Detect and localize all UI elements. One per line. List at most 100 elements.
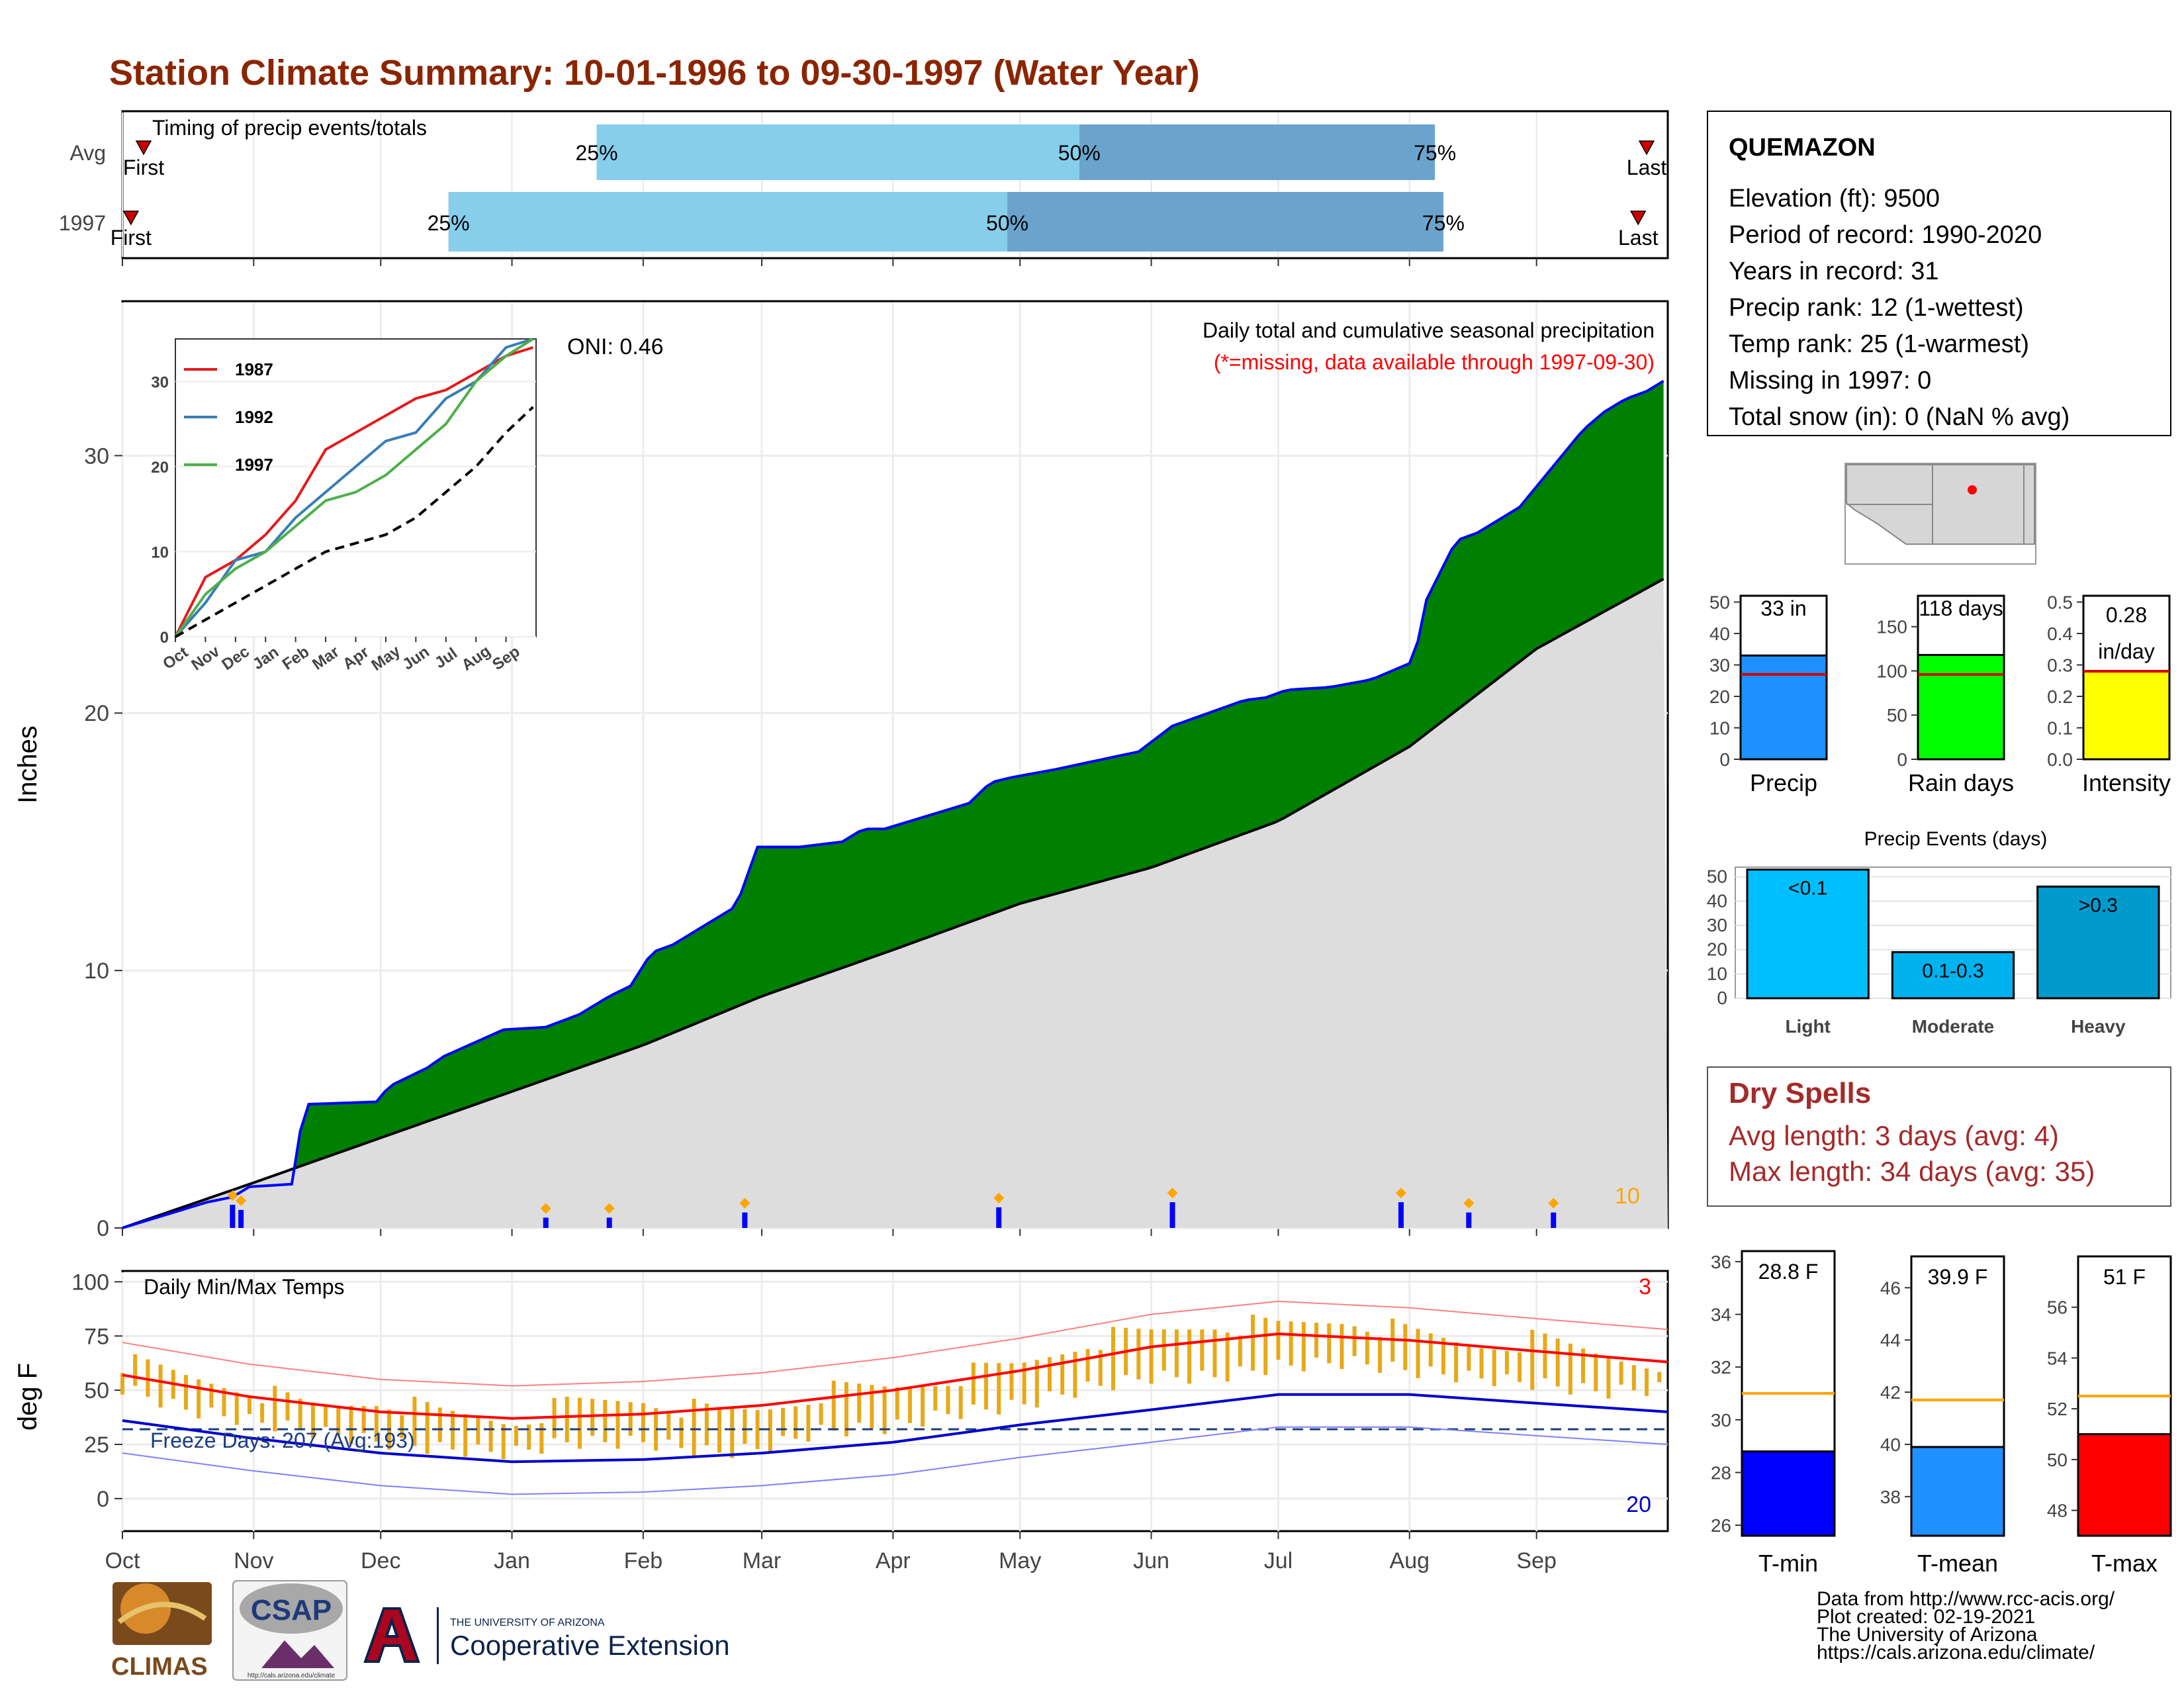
- daily-precip-peak-marker-9: [1548, 1197, 1559, 1209]
- daily-precip-bar-5: [996, 1207, 1002, 1228]
- stat-ytick-label-Rain days-150: 150: [1876, 617, 1907, 637]
- timing-label-25-1997: 25%: [428, 211, 470, 235]
- stat-ytick-label-Rain days-100: 100: [1876, 661, 1907, 681]
- events-bar-label-Heavy: >0.3: [2079, 894, 2118, 916]
- precip-ytick-label-20: 20: [84, 701, 109, 726]
- daily-temp-range-bar-159: [794, 1406, 798, 1439]
- daily-temp-range-bar-228: [1085, 1348, 1090, 1382]
- last-event-label-1997: Last: [1618, 226, 1659, 250]
- daily-temp-range-bar-360: [1645, 1368, 1649, 1396]
- temps-title: Daily Min/Max Temps: [144, 1275, 344, 1299]
- temp-stat-ytick-label-T-mean-42: 42: [1880, 1382, 1901, 1403]
- daily-precip-peak-marker-0: [227, 1190, 238, 1201]
- temps-xtick-label-Dec: Dec: [361, 1548, 400, 1573]
- temp-stat-value-T-min: 28.8 F: [1758, 1260, 1819, 1284]
- daily-temp-range-bar-255: [1200, 1329, 1205, 1371]
- temp-stat-ytick-label-T-max-52: 52: [2047, 1399, 2068, 1419]
- daily-temp-range-bar-27: [234, 1392, 239, 1425]
- stat-bar-Rain days: [1917, 653, 2005, 761]
- daily-temp-range-bar-105: [565, 1396, 569, 1442]
- events-ytick-0: 0: [1717, 988, 1727, 1008]
- daily-temp-range-bar-333: [1530, 1329, 1535, 1390]
- stat-ytick-label-Rain days-50: 50: [1887, 705, 1907, 726]
- daily-temp-range-bar-348: [1594, 1353, 1598, 1391]
- precip-stats-panels: 0 10 20 30 40 50 33 in Precip 0 50 100 150 118 days R…: [1709, 592, 2171, 797]
- timing-bar-q2-1997: [1007, 192, 1443, 252]
- dry-spells-frame: [1707, 1066, 2171, 1207]
- footer-line-url: https://cals.arizona.edu/climate/: [1817, 1642, 2095, 1664]
- daily-precip-peak-marker-3: [604, 1203, 615, 1214]
- daily-temp-range-bar-42: [298, 1399, 302, 1430]
- daily-temp-range-bar-45: [310, 1405, 315, 1438]
- daily-temp-range-bar-168: [831, 1380, 836, 1431]
- temps-content: Oct Nov Dec Jan Feb Mar Apr May Jun Jul Aug Sep 0 25 5…: [71, 1270, 1668, 1573]
- map-state-border: [1846, 465, 2025, 544]
- events-ytick-10: 10: [1707, 963, 1727, 984]
- dry-spells-max: Max length: 34 days (avg: 35): [1729, 1156, 2095, 1187]
- daily-temp-range-bar-363: [1657, 1372, 1662, 1382]
- daily-temp-range-bar-117: [615, 1401, 620, 1449]
- temp-stat-value-T-mean: 39.9 F: [1928, 1265, 1988, 1289]
- last-event-marker-1997: [1629, 211, 1647, 226]
- daily-temp-range-bar-141: [717, 1407, 722, 1453]
- daily-temp-range-bar-96: [527, 1425, 531, 1450]
- stat-ytick-label-Intensity-0.1: 0.1: [2047, 718, 2073, 739]
- temp-stat-ytick-label-T-min-26: 26: [1711, 1515, 1731, 1536]
- daily-temp-range-bar-75: [437, 1407, 442, 1442]
- daily-temp-range-bar-351: [1606, 1358, 1611, 1399]
- daily-temp-range-bar-204: [984, 1362, 989, 1410]
- temp-stat-name-T-min: T-min: [1758, 1550, 1818, 1577]
- daily-temp-range-bar-213: [1022, 1362, 1026, 1405]
- temp-stat-ytick-label-T-min-30: 30: [1711, 1410, 1731, 1430]
- daily-temp-range-bar-144: [730, 1408, 735, 1458]
- daily-temp-range-bar-195: [946, 1385, 950, 1415]
- climas-logo: CLIMAS: [111, 1582, 212, 1681]
- timing-content: 25% 50% 75% First Last 25% 50% 75% First Last: [111, 113, 1666, 266]
- stat-name-Intensity: Intensity: [2082, 769, 2171, 796]
- timing-label-75-Avg: 75%: [1414, 141, 1456, 165]
- daily-temp-range-bar-312: [1441, 1338, 1445, 1375]
- inset-series-average: [175, 406, 534, 638]
- daily-temp-range-bar-108: [577, 1397, 582, 1449]
- events-bar-Heavy: [2036, 885, 2160, 1000]
- average-cumulative-line: [122, 577, 1664, 1229]
- first-event-label-Avg: First: [123, 156, 164, 179]
- temps-xtick-label-Aug: Aug: [1390, 1548, 1430, 1573]
- temps-xtick-label-Mar: Mar: [743, 1548, 782, 1573]
- temps-xtick-label-Oct: Oct: [105, 1548, 140, 1573]
- temp-stat-ytick-label-T-max-50: 50: [2047, 1450, 2068, 1470]
- record-high-line: [122, 1300, 1668, 1387]
- temp-stats-panels: 26 28 30 32 34 36 28.8 F T-min 38 40 42 44 46 39.9 F T…: [1711, 1250, 2172, 1577]
- precip-ytick-label-0: 0: [97, 1216, 109, 1241]
- ua-logo-big-text: Cooperative Extension: [450, 1630, 730, 1661]
- station-info-box: QUEMAZON Elevation (ft): 9500 Period of …: [1707, 111, 2171, 436]
- precip-events-title: Precip Events (days): [1864, 828, 2048, 850]
- daily-temp-range-bar-150: [755, 1410, 760, 1450]
- events-bar-Light: [1746, 868, 1870, 1000]
- daily-precip-peak-marker-5: [993, 1192, 1005, 1203]
- temps-xtick-label-Apr: Apr: [876, 1548, 911, 1573]
- inset-legend-label-1997: 1997: [235, 455, 273, 475]
- station-snow: Total snow (in): 0 (NaN % avg): [1729, 403, 2070, 431]
- daily-temp-range-bar-318: [1467, 1346, 1471, 1371]
- csap-logo-text: CSAP: [251, 1594, 332, 1626]
- temps-min-count: 20: [1626, 1492, 1651, 1517]
- daily-precip-bar-9: [1551, 1212, 1557, 1228]
- daily-temp-range-bar-111: [590, 1399, 595, 1436]
- daily-temp-range-bar-285: [1327, 1323, 1332, 1364]
- daily-temp-range-bar-273: [1276, 1321, 1281, 1360]
- temp-stat-value-T-max: 51 F: [2103, 1265, 2146, 1289]
- inset-legend-label-1987: 1987: [235, 359, 273, 379]
- events-ytick-40: 40: [1707, 890, 1727, 911]
- daily-temp-range-bar-258: [1212, 1329, 1217, 1378]
- inset-frame: [175, 338, 537, 637]
- daily-temp-range-bar-114: [603, 1399, 608, 1442]
- timing-bar-q1-1997: [448, 192, 1008, 252]
- temps-max-count: 3: [1639, 1274, 1651, 1299]
- stat-bar-Intensity: [2082, 670, 2171, 761]
- daily-precip-peak-marker-4: [739, 1197, 751, 1209]
- events-bar-label-Moderate: 0.1-0.3: [1922, 960, 1983, 982]
- daily-temp-range-bar-165: [819, 1403, 823, 1425]
- daily-temp-range-bar-33: [260, 1403, 265, 1423]
- temp-stat-ytick-label-T-mean-46: 46: [1880, 1278, 1901, 1298]
